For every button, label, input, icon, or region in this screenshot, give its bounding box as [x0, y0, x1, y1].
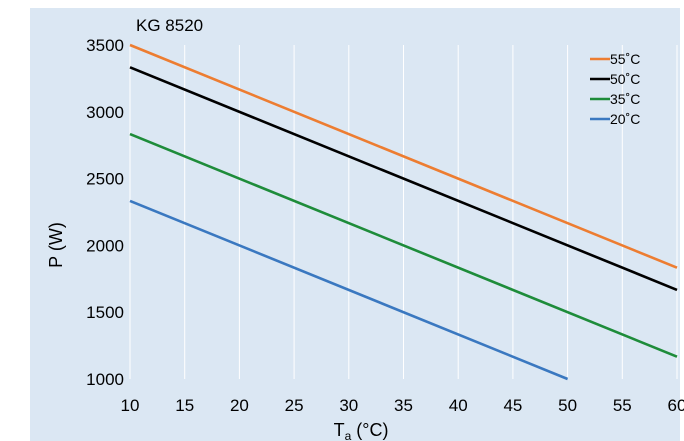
x-tick-label-30: 30 [339, 396, 358, 415]
legend-label-4: 20˚C [610, 111, 640, 127]
data-series [129, 43, 678, 381]
series-line-4 [129, 199, 569, 381]
x-tick-label-10: 10 [121, 396, 140, 415]
chart-title: KG 8520 [136, 16, 203, 35]
x-tick-label-25: 25 [285, 396, 304, 415]
x-axis-label: Ta (°C) [334, 420, 389, 441]
x-tick-label-20: 20 [230, 396, 249, 415]
y-tick-label-2000: 2000 [86, 236, 124, 255]
y-tick-label-2500: 2500 [86, 170, 124, 189]
x-axis-ticks: 10 15 20 25 30 35 40 45 50 55 60 [121, 396, 684, 415]
series-line-3 [129, 132, 678, 358]
y-tick-label-1000: 1000 [86, 370, 124, 389]
x-tick-label-50: 50 [558, 396, 577, 415]
legend-label-3: 35˚C [610, 91, 640, 107]
x-tick-label-60: 60 [668, 396, 684, 415]
x-tick-label-15: 15 [175, 396, 194, 415]
y-axis-label: P (W) [46, 222, 66, 268]
grid-lines [129, 45, 678, 379]
y-tick-label-3000: 3000 [86, 103, 124, 122]
x-tick-label-55: 55 [613, 396, 632, 415]
x-axis-label-subscript: a [345, 429, 352, 441]
series-line-2 [129, 66, 678, 292]
legend: 55˚C 50˚C 35˚C 20˚C [590, 51, 640, 127]
x-tick-label-35: 35 [394, 396, 413, 415]
y-tick-label-3500: 3500 [86, 36, 124, 55]
legend-label-2: 50˚C [610, 71, 640, 87]
x-tick-label-40: 40 [449, 396, 468, 415]
y-axis-ticks: 1000 1500 2000 2500 3000 3500 [86, 36, 124, 389]
x-tick-label-45: 45 [503, 396, 522, 415]
legend-label-1: 55˚C [610, 51, 640, 67]
series-line-1 [129, 43, 678, 269]
x-axis-label-main: T [334, 420, 345, 440]
x-axis-label-unit: (°C) [351, 420, 388, 440]
y-tick-label-1500: 1500 [86, 303, 124, 322]
